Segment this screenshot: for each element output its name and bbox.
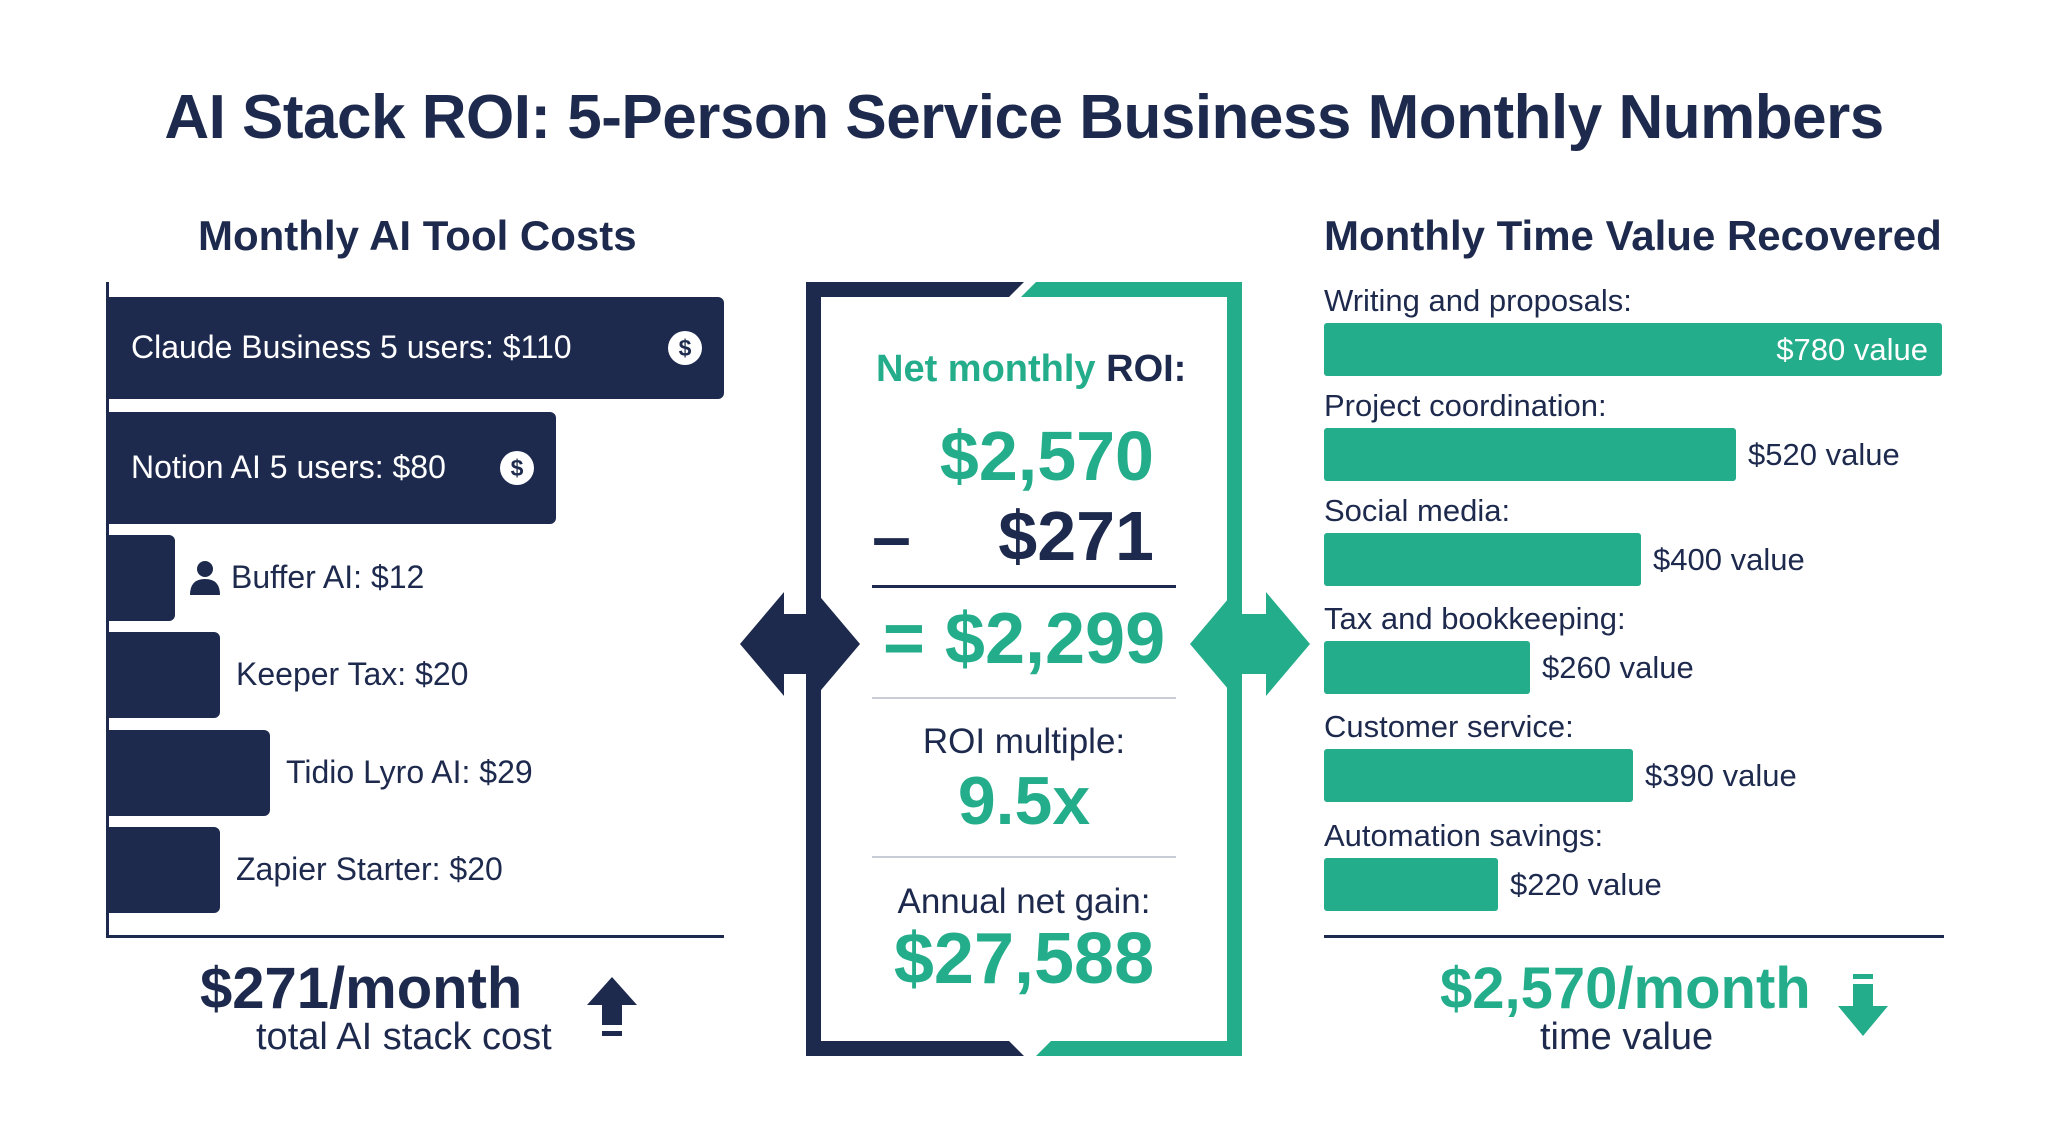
cost-bar-label: Claude Business 5 users: $110 — [131, 329, 572, 365]
cost-chart-y-axis — [106, 282, 109, 937]
value-bar — [1324, 428, 1736, 481]
page-title: AI Stack ROI: 5-Person Service Business … — [164, 83, 1884, 152]
roi-divider — [872, 697, 1176, 699]
dollar-icon: $ — [668, 331, 702, 365]
cost-bar — [108, 632, 220, 718]
value-total-label: time value — [1540, 1016, 1714, 1058]
value-bar — [1324, 858, 1498, 911]
cost-bar — [108, 535, 175, 621]
cost-bar — [108, 412, 556, 524]
cost-bar-label: Tidio Lyro AI: $29 — [286, 754, 533, 790]
value-category-label: Writing and proposals: — [1324, 283, 1632, 318]
roi-net-value: = $2,299 — [882, 599, 1166, 679]
cost-bar-label: Keeper Tax: $20 — [236, 656, 469, 692]
person-icon — [190, 561, 220, 595]
up-arrow-icon — [587, 977, 637, 1036]
double-arrow-icon — [740, 592, 860, 696]
value-category-label: Project coordination: — [1324, 388, 1607, 423]
value-bar-label: $390 value — [1645, 758, 1797, 793]
dollar-icon: $ — [500, 451, 534, 485]
roi-divider — [872, 856, 1176, 858]
value-bar-label: $520 value — [1748, 437, 1900, 472]
cost-total-value: $271/month — [200, 956, 523, 1021]
value-total-value: $2,570/month — [1440, 956, 1811, 1021]
roi-annual-value: $27,588 — [893, 919, 1155, 999]
cost-total-label: total AI stack cost — [256, 1016, 552, 1058]
value-bar-label: $220 value — [1510, 867, 1662, 902]
value-chart-title: Monthly Time Value Recovered — [1324, 212, 1942, 259]
double-arrow-icon — [1190, 592, 1310, 696]
value-category-label: Social media: — [1324, 493, 1511, 528]
roi-label: Net monthly ROI: — [876, 348, 1186, 391]
roi-divider — [872, 585, 1176, 588]
value-bar — [1324, 533, 1641, 586]
value-bar-label: $780 value — [1776, 332, 1928, 367]
cost-bar-label: Buffer AI: $12 — [231, 559, 425, 595]
cost-bar-label: Notion AI 5 users: $80 — [131, 449, 446, 485]
roi-minus-sign: – — [872, 497, 911, 575]
value-bar — [1324, 323, 1942, 376]
down-arrow-icon — [1838, 974, 1888, 1036]
value-bar — [1324, 749, 1633, 802]
value-category-label: Tax and bookkeeping: — [1324, 601, 1626, 636]
value-category-label: Automation savings: — [1324, 818, 1604, 853]
roi-cost-value: $271 — [998, 497, 1154, 575]
cost-bar — [108, 730, 270, 816]
roi-annual-label: Annual net gain: — [897, 882, 1151, 921]
cost-bar — [108, 827, 220, 913]
cost-bar — [108, 297, 724, 399]
cost-chart-title: Monthly AI Tool Costs — [198, 212, 637, 259]
roi-gross-value: $2,570 — [939, 417, 1154, 495]
value-bar-label: $400 value — [1653, 542, 1805, 577]
roi-label-part2: ROI: — [1106, 348, 1187, 390]
value-category-label: Customer service: — [1324, 709, 1574, 744]
roi-multiple-value: 9.5x — [957, 763, 1091, 839]
roi-label-part1: Net monthly — [876, 348, 1096, 390]
cost-bar-label: Zapier Starter: $20 — [236, 851, 503, 887]
cost-chart-x-axis — [106, 935, 724, 938]
value-bar-label: $260 value — [1542, 650, 1694, 685]
value-bar — [1324, 641, 1530, 694]
value-chart-x-axis — [1324, 935, 1944, 938]
roi-multiple-label: ROI multiple: — [922, 722, 1126, 761]
